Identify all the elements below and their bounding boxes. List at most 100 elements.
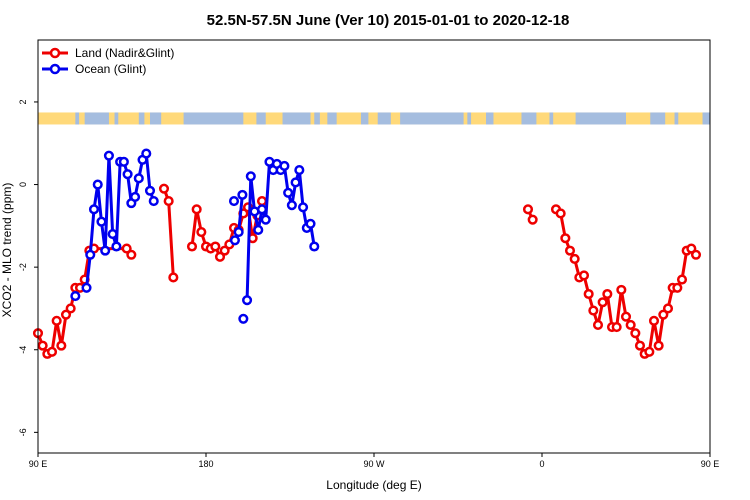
series-1-point-5-17 xyxy=(305,218,316,229)
series-0-point-0-6 xyxy=(60,309,72,320)
strip-ocean-0 xyxy=(75,112,80,125)
series-0-point-4-4 xyxy=(569,253,580,264)
strip-ocean-6 xyxy=(256,112,266,125)
series-1-point-5-5 xyxy=(260,214,271,225)
series-1-point-5-3 xyxy=(253,224,264,236)
strip-ocean-3 xyxy=(138,112,145,125)
strip-ocean-18 xyxy=(650,112,666,125)
series-1-point-5-10 xyxy=(279,160,290,172)
y-tick-label-1: 0 xyxy=(18,182,28,187)
series-1-point-0-10 xyxy=(118,156,129,167)
series-0-point-4-21 xyxy=(648,315,660,326)
series-0-point-4-20 xyxy=(644,346,655,357)
series-0-point-1-1 xyxy=(163,196,174,207)
series-1-point-0-5 xyxy=(100,245,111,256)
y-tick-label-0: 2 xyxy=(18,99,28,104)
strip-ocean-11 xyxy=(377,112,391,125)
series-1-point-5-15 xyxy=(298,202,309,213)
series-1-point-0-2 xyxy=(88,204,100,215)
strip-ocean-20 xyxy=(702,112,710,125)
strip-ocean-16 xyxy=(549,112,554,125)
series-1-point-0-3 xyxy=(92,179,103,190)
chart-title: 52.5N-57.5N June (Ver 10) 2015-01-01 to … xyxy=(207,12,570,29)
series-0-point-4-11 xyxy=(602,288,613,300)
series-0-point-1-2 xyxy=(168,272,179,283)
series-0-point-2-7 xyxy=(219,245,230,256)
series-0-point-2-0 xyxy=(186,241,198,252)
series-1-point-4-2 xyxy=(237,189,248,200)
x-tick-label-4: 90 E xyxy=(701,459,720,469)
series-1-point-0-16 xyxy=(141,148,152,159)
legend-marker-ocean xyxy=(49,63,61,75)
series-1-point-0-8 xyxy=(111,241,122,252)
x-tick-label-3: 0 xyxy=(539,459,544,469)
series-0-point-2-2 xyxy=(196,226,207,238)
series-1-point-5-11 xyxy=(283,187,294,198)
series-1-point-4-0 xyxy=(229,235,240,246)
legend-label-land: Land (Nadir&Glint) xyxy=(75,46,174,60)
axes-ticks: 90 E 180 90 W 0 90 E 2 0 -2 -4 -6 xyxy=(18,99,719,469)
strip-ocean-14 xyxy=(486,112,494,125)
legend-label-ocean: Ocean (Glint) xyxy=(75,62,146,76)
x-tick-label-1: 180 xyxy=(198,459,213,469)
series-0-point-4-26 xyxy=(672,282,683,293)
series-1-point-2-0 xyxy=(228,196,240,207)
strip-ocean-15 xyxy=(521,112,537,125)
series-0-point-4-29 xyxy=(686,243,697,254)
strip-ocean-1 xyxy=(84,112,109,125)
series-0-point-4-6 xyxy=(578,270,590,281)
series-1-point-5-4 xyxy=(256,204,268,215)
x-axis-label: Longitude (deg E) xyxy=(326,478,421,492)
series-1-point-1-0 xyxy=(70,291,81,302)
series-1-point-5-13 xyxy=(290,177,301,188)
strip-ocean-13 xyxy=(467,112,472,125)
series-layer xyxy=(32,148,702,359)
strip-ocean-7 xyxy=(282,112,311,125)
series-0-point-0-7 xyxy=(65,303,76,314)
series-0-point-4-14 xyxy=(616,284,627,295)
series-0-point-3-0 xyxy=(522,204,534,215)
series-0-point-4-23 xyxy=(658,309,669,320)
series-1-point-5-12 xyxy=(286,200,297,211)
y-tick-label-4: -6 xyxy=(18,428,28,436)
series-0-point-2-6 xyxy=(214,251,226,262)
series-0-point-4-13 xyxy=(611,321,622,333)
series-1-point-0-14 xyxy=(133,173,144,184)
series-1-point-5-14 xyxy=(294,165,305,176)
series-1-point-0-18 xyxy=(148,196,159,207)
x-tick-label-2: 90 W xyxy=(363,459,385,469)
series-0-point-4-18 xyxy=(634,340,646,351)
series-0-point-4-2 xyxy=(560,233,571,244)
series-0-point-4-3 xyxy=(564,245,576,256)
strip-ocean-10 xyxy=(360,112,369,125)
series-0-point-4-30 xyxy=(690,249,702,260)
strip-ocean-5 xyxy=(183,112,244,125)
series-0-point-0-4 xyxy=(51,315,62,326)
x-tick-label-0: 90 E xyxy=(29,459,48,469)
series-0-point-0-13 xyxy=(121,243,132,254)
series-0-point-4-8 xyxy=(588,305,599,316)
series-0-point-1-0 xyxy=(158,183,170,194)
series-1-point-0-17 xyxy=(144,185,156,196)
series-0-point-4-27 xyxy=(676,274,688,285)
series-0-point-4-15 xyxy=(620,311,632,322)
series-0-point-4-1 xyxy=(555,208,566,219)
series-0-point-4-16 xyxy=(625,319,636,331)
series-0-point-4-9 xyxy=(592,319,604,331)
y-tick-label-2: -2 xyxy=(18,263,28,271)
strip-ocean-17 xyxy=(575,112,626,125)
series-0-point-0-14 xyxy=(126,249,137,260)
series-1-point-0-6 xyxy=(103,150,114,161)
legend: Land (Nadir&Glint) Ocean (Glint) xyxy=(42,46,174,76)
series-0-point-0-3 xyxy=(46,346,58,357)
series-1-point-0-4 xyxy=(96,216,107,227)
series-1-point-5-18 xyxy=(309,241,320,252)
series-0-point-2-15 xyxy=(256,196,268,207)
strip-ocean-4 xyxy=(150,112,162,125)
y-tick-label-3: -4 xyxy=(18,346,28,354)
series-0-point-2-1 xyxy=(191,204,202,215)
legend-item-land: Land (Nadir&Glint) xyxy=(42,46,174,60)
series-1-point-0-0 xyxy=(81,282,92,293)
strip-ocean-9 xyxy=(327,112,337,125)
series-0-point-2-5 xyxy=(210,241,221,252)
